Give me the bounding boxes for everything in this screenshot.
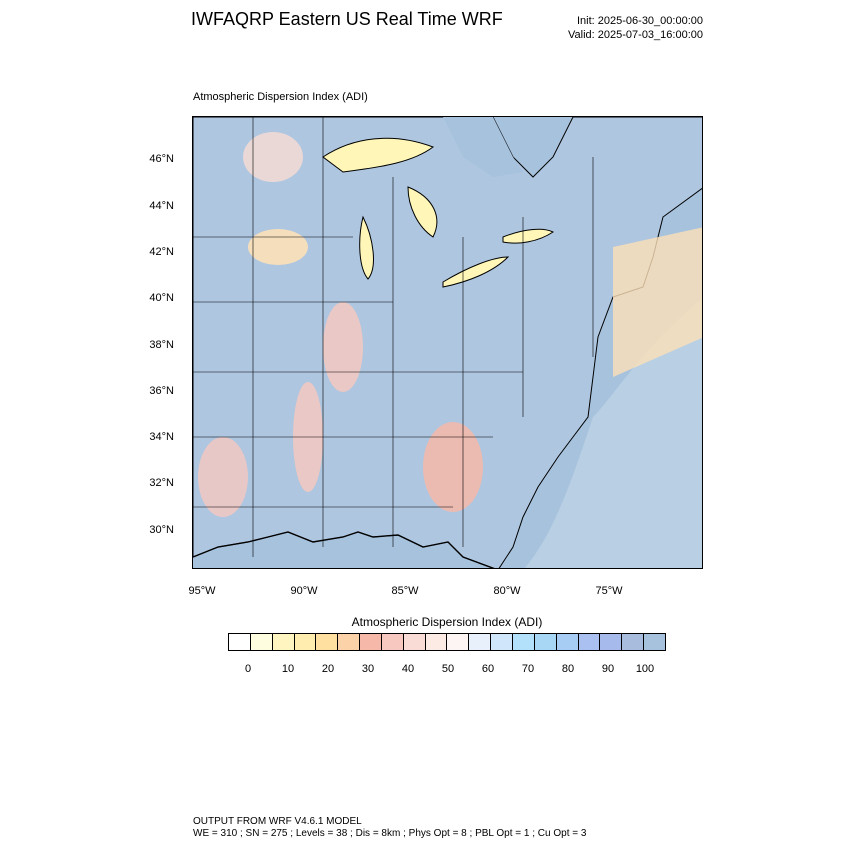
colorbar-swatch xyxy=(403,634,426,650)
colorbar-swatch xyxy=(229,634,251,650)
colorbar-label-60: 60 xyxy=(481,663,495,675)
state-borders xyxy=(193,117,594,557)
colorbar-label-50: 50 xyxy=(441,663,455,675)
map-panel xyxy=(192,116,703,569)
adi-patch-louisiana xyxy=(198,437,248,517)
lake-superior xyxy=(322,137,435,173)
colorbar-label-90: 90 xyxy=(601,663,615,675)
colorbar-label-0: 0 xyxy=(244,663,252,675)
colorbar-swatch xyxy=(600,634,623,650)
colorbar-title: Atmospheric Dispersion Index (ADI) xyxy=(351,615,543,629)
colorbar-swatch xyxy=(294,634,317,650)
lat-label-44: 44°N xyxy=(149,200,174,212)
footer-config: WE = 310 ; SN = 275 ; Levels = 38 ; Dis … xyxy=(193,828,587,839)
colorbar-label-20: 20 xyxy=(321,663,335,675)
lake-superior-region xyxy=(443,117,523,177)
colorbar-swatch xyxy=(250,634,273,650)
lat-label-30: 30°N xyxy=(149,524,174,536)
colorbar-swatch xyxy=(360,634,382,650)
lake-ontario xyxy=(502,228,554,244)
footer-model: OUTPUT FROM WRF V4.6.1 MODEL xyxy=(193,816,362,827)
adi-patch-atlantic xyxy=(613,227,702,377)
colorbar-swatch xyxy=(272,634,295,650)
adi-patch-georgia xyxy=(423,422,483,512)
gulf-coast xyxy=(193,531,495,568)
adi-patch-indiana xyxy=(323,302,363,392)
valid-time: Valid: 2025-07-03_16:00:00 xyxy=(568,29,703,41)
lat-label-36: 36°N xyxy=(149,385,174,397)
lat-label-32: 32°N xyxy=(149,477,174,489)
lat-label-38: 38°N xyxy=(149,339,174,351)
adi-patch-minnesota xyxy=(243,132,303,182)
colorbar-swatch xyxy=(338,634,361,650)
colorbar-swatch xyxy=(447,634,470,650)
colorbar-label-10: 10 xyxy=(281,663,295,675)
colorbar-swatch xyxy=(622,634,645,650)
colorbar-swatch xyxy=(425,634,448,650)
colorbar-swatch xyxy=(381,634,404,650)
lon-label-95: 95°W xyxy=(188,585,216,597)
map-subtitle: Atmospheric Dispersion Index (ADI) xyxy=(193,91,368,103)
lake-huron xyxy=(407,186,438,238)
ocean-shelf xyxy=(524,298,702,568)
colorbar-label-100: 100 xyxy=(635,663,655,675)
lon-label-75: 75°W xyxy=(595,585,623,597)
init-time: Init: 2025-06-30_00:00:00 xyxy=(577,15,703,27)
colorbar-swatch xyxy=(491,634,513,650)
colorbar-swatch xyxy=(512,634,535,650)
map-title: IWFAQRP Eastern US Real Time WRF xyxy=(191,9,503,29)
adi-map xyxy=(193,117,702,568)
colorbar-swatch xyxy=(469,634,492,650)
lat-label-40: 40°N xyxy=(149,292,174,304)
colorbar-swatch xyxy=(644,634,665,650)
lat-label-34: 34°N xyxy=(149,431,174,443)
adi-patch-iowa xyxy=(248,229,308,265)
colorbar-swatch xyxy=(556,634,579,650)
lon-label-90: 90°W xyxy=(290,585,318,597)
colorbar-label-30: 30 xyxy=(361,663,375,675)
colorbar-swatch xyxy=(578,634,601,650)
lake-erie xyxy=(442,256,510,288)
colorbar xyxy=(228,633,666,651)
colorbar-label-70: 70 xyxy=(521,663,535,675)
lat-label-46: 46°N xyxy=(149,153,174,165)
colorbar-label-80: 80 xyxy=(561,663,575,675)
lon-label-85: 85°W xyxy=(391,585,419,597)
colorbar-swatch xyxy=(316,634,339,650)
lat-label-42: 42°N xyxy=(149,246,174,258)
lon-label-80: 80°W xyxy=(493,585,521,597)
lake-michigan xyxy=(359,215,374,280)
colorbar-label-40: 40 xyxy=(401,663,415,675)
colorbar-swatch xyxy=(534,634,557,650)
